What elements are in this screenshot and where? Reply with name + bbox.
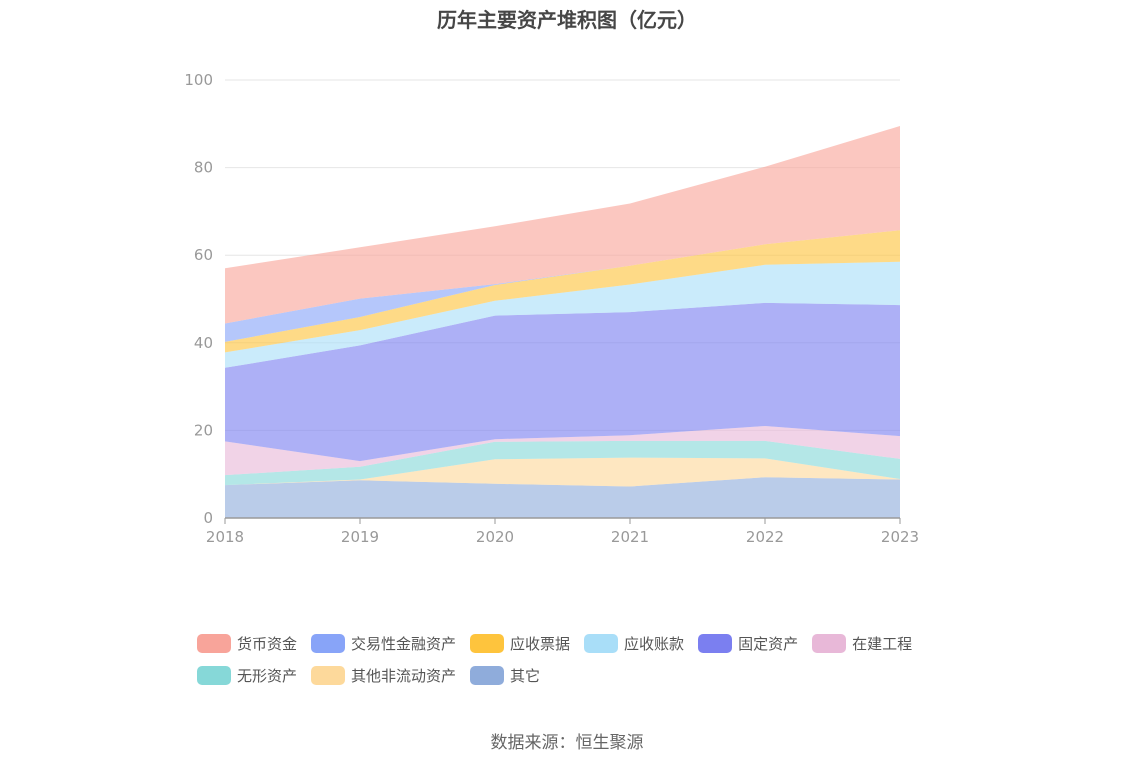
area-series xyxy=(225,126,900,518)
legend-label: 应收账款 xyxy=(624,634,685,653)
chart-title: 历年主要资产堆积图（亿元） xyxy=(437,8,697,32)
x-tick-label: 2019 xyxy=(341,528,379,546)
legend-swatch xyxy=(470,633,505,653)
legend: 货币资金 交易性金融资产 应收票据 应收账款 固定资产 在建工程 无形资产 其他非流动资产 其… xyxy=(197,630,957,694)
axes: 0 20 40 60 80 100 2018 2019 2020 2021 2022 2023 xyxy=(184,71,919,546)
legend-label: 交易性金融资产 xyxy=(351,634,457,653)
legend-row: 货币资金 交易性金融资产 应收票据 应收账款 固定资产 在建工程 xyxy=(197,630,957,656)
legend-item[interactable]: 无形资产 xyxy=(197,665,297,686)
legend-swatch xyxy=(470,665,505,685)
legend-label: 在建工程 xyxy=(852,634,913,653)
legend-item[interactable]: 其他非流动资产 xyxy=(311,665,456,686)
legend-swatch xyxy=(311,633,346,653)
x-tick-label: 2023 xyxy=(881,528,919,546)
legend-label: 无形资产 xyxy=(237,666,298,685)
legend-swatch xyxy=(584,633,619,653)
legend-item[interactable]: 应收账款 xyxy=(584,633,684,654)
area-无形资产 xyxy=(225,440,900,486)
area-应收票据 xyxy=(225,230,900,353)
legend-item[interactable]: 其它 xyxy=(470,665,540,686)
legend-item[interactable]: 在建工程 xyxy=(812,633,912,654)
legend-label: 其他非流动资产 xyxy=(351,666,457,685)
y-tick-label: 60 xyxy=(194,246,213,264)
legend-item[interactable]: 固定资产 xyxy=(698,633,798,654)
y-tick-label: 0 xyxy=(203,509,213,527)
legend-swatch xyxy=(311,665,346,685)
y-tick-label: 40 xyxy=(194,334,213,352)
y-tick-label: 80 xyxy=(194,159,213,177)
legend-label: 其它 xyxy=(510,666,541,685)
source-note: 数据来源：恒生聚源 xyxy=(490,733,644,753)
legend-swatch xyxy=(197,665,231,685)
area-在建工程 xyxy=(225,426,900,476)
area-货币资金 xyxy=(225,126,900,324)
legend-swatch xyxy=(812,633,847,653)
y-tick-label: 20 xyxy=(194,421,213,439)
x-tick-label: 2021 xyxy=(611,528,649,546)
x-tick-label: 2020 xyxy=(476,528,514,546)
x-tick-label: 2018 xyxy=(206,528,244,546)
legend-label: 货币资金 xyxy=(237,634,298,653)
area-其它 xyxy=(225,477,900,518)
area-应收账款 xyxy=(225,261,900,368)
area-固定资产 xyxy=(225,302,900,462)
y-tick-label: 100 xyxy=(184,71,213,89)
legend-label: 固定资产 xyxy=(738,634,799,653)
x-tick-label: 2022 xyxy=(746,528,784,546)
area-其他非流动资产 xyxy=(225,457,900,487)
legend-item[interactable]: 货币资金 xyxy=(197,633,297,654)
legend-label: 应收票据 xyxy=(510,634,571,653)
legend-swatch xyxy=(197,633,231,653)
legend-swatch xyxy=(698,633,733,653)
stacked-area-chart: 0 20 40 60 80 100 2018 2019 2020 2021 2022 2023 xyxy=(184,71,919,546)
legend-item[interactable]: 交易性金融资产 xyxy=(311,633,456,654)
legend-item[interactable]: 应收票据 xyxy=(470,633,570,654)
legend-row: 无形资产 其他非流动资产 其它 xyxy=(197,662,957,688)
